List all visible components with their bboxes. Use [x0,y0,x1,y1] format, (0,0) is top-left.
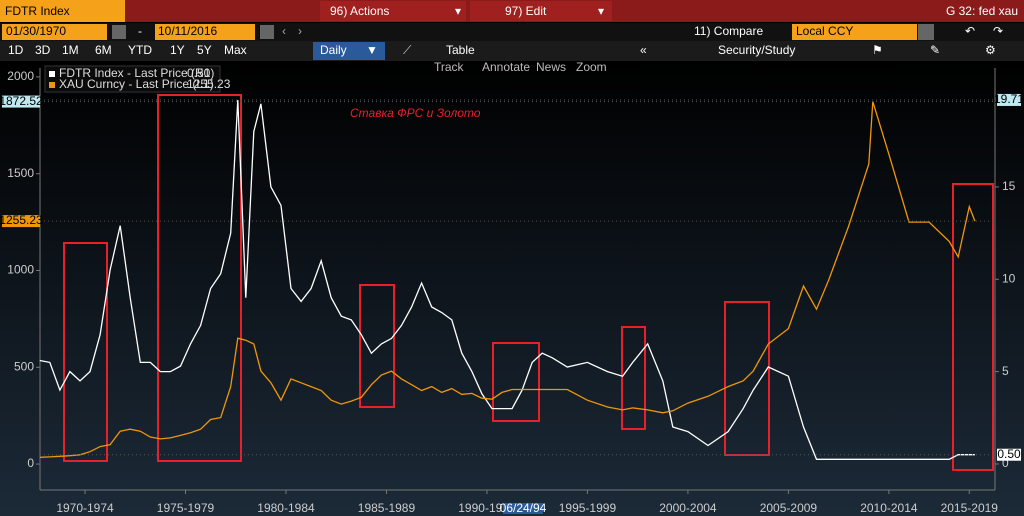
currency-box[interactable] [792,24,917,40]
legend-value: 0.50 [187,66,211,80]
y-tick-label: 1500 [7,166,34,180]
legend-label: XAU Curncy - Last Price (L1) [59,77,214,91]
x-tick-label: 2010-2014 [860,501,918,515]
y2-tick-label: 5 [1002,364,1009,378]
price-tag-label: 19.71 [994,92,1024,106]
highlight-box [724,301,770,456]
period-button[interactable]: 6M [95,43,112,57]
period-button[interactable]: 3D [35,43,51,57]
tool-button[interactable]: News [536,60,566,74]
table[interactable]: Table [446,43,475,57]
price-tag-label: 1872.52 [0,94,43,108]
highlight-box [621,326,646,430]
cursor-date-box [503,503,543,514]
calendar-icon[interactable] [260,25,274,39]
settings[interactable]: ⚙ [985,43,996,57]
end-date: 10/11/2016 [158,24,217,38]
undo[interactable]: ↶ [965,24,975,38]
line-icon[interactable]: ⟋ [403,43,412,57]
legend-value: 1255.23 [187,77,231,91]
x-tick-label: 1995-1999 [559,501,617,515]
y-tick-label: 500 [14,359,34,373]
legend-label: FDTR Index - Last Price (R1) [59,66,214,80]
ticker: FDTR Index [5,4,70,18]
edit-menu[interactable] [470,1,612,21]
currency-dropdown[interactable] [918,24,934,40]
study[interactable]: Security/Study [718,43,795,57]
tool-button[interactable]: Annotate [482,60,530,74]
period-button[interactable]: Max [224,43,247,57]
next[interactable]: › [298,24,302,38]
x-tick-label: 1975-1979 [157,501,215,515]
legend-swatch [49,71,55,77]
price-tag-label: 1255.23 [0,213,43,227]
y2-tick-label: 15 [1002,179,1016,193]
x-tick-label: 1980-1984 [257,501,315,515]
period-button[interactable]: 1M [62,43,79,57]
frequency: Daily [320,43,347,57]
actions: 96) Actions [330,4,389,18]
caret: ▼ [366,43,378,57]
compare[interactable]: 11) Compare [694,24,763,38]
currency: Local CCY [796,24,853,38]
highlight-box [157,94,242,462]
highlight-box [63,242,108,462]
period-button[interactable]: 1Y [170,43,185,57]
tool-button[interactable]: Zoom [576,60,607,74]
x-tick-label: 2015-2019 [941,501,999,515]
start-date-box[interactable] [2,24,107,40]
date-bar [0,23,1024,41]
flag[interactable]: ⚑ [872,43,883,57]
price-tag-label: 0.50 [997,447,1021,461]
x-tick-label: 1970-1974 [56,501,114,515]
chart-title: Ставка ФРС и Золото [350,106,481,120]
y-tick-label: 2000 [7,69,34,83]
price-tag [997,93,1021,106]
period-button[interactable]: YTD [128,43,152,57]
cursor-date: 06/24/94 [500,501,547,515]
highlight-box [492,342,540,422]
period-bar [0,41,1024,61]
series-line [39,99,975,460]
caret: ▾ [598,4,604,18]
ticker-box [0,0,125,22]
screen-id: G 32: fed xau [946,4,1018,18]
y2-tick-label: 10 [1002,271,1016,285]
dash: - [138,24,142,38]
chart-background [0,62,1024,516]
y-tick-label: 0 [27,456,34,470]
collapse[interactable]: « [640,43,647,57]
legend-box [44,65,221,93]
period-button[interactable]: 1D [8,43,24,57]
period-button[interactable]: 5Y [197,43,212,57]
x-tick-label: 1985-1989 [358,501,416,515]
legend-swatch [49,82,55,88]
highlight-box [952,183,994,471]
y-tick-label: 1000 [7,263,34,277]
x-tick-label: 1990-1994 [458,501,516,515]
highlight-box [359,284,395,408]
x-tick-label: 2000-2004 [659,501,717,515]
prev[interactable]: ‹ [282,24,286,38]
annotations [63,94,994,471]
price-tag [2,95,40,108]
start-date: 01/30/1970 [6,24,66,38]
frequency-box[interactable] [313,42,385,60]
calendar-icon[interactable] [112,25,126,39]
caret: ▾ [455,4,461,18]
x-tick-label: 2005-2009 [760,501,818,515]
end-date-box[interactable] [155,24,255,40]
series-line [39,101,976,458]
edit-icon[interactable]: ✎ [930,43,940,57]
price-tag [997,448,1021,461]
actions-menu[interactable] [320,1,466,21]
y2-tick-label: 0 [1002,456,1009,470]
redo[interactable]: ↷ [993,24,1003,38]
edit: 97) Edit [505,4,547,18]
price-tag [2,215,40,228]
tool-button[interactable]: Track [434,60,465,74]
